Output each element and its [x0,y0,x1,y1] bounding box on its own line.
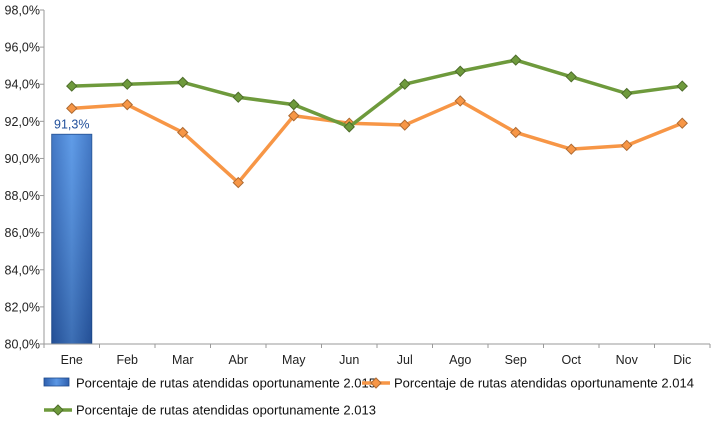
series-point [565,71,577,83]
line-series [66,54,688,189]
x-tick-label: Oct [562,353,582,367]
y-tick-label: 84,0% [5,263,40,277]
legend-label: Porcentaje de rutas atendidas oportuname… [76,376,376,391]
series-point [676,117,688,129]
series-point [288,110,300,122]
series-point [288,98,300,111]
series-point [399,119,411,131]
series-point [121,98,133,111]
x-tick-label: Nov [616,353,639,367]
x-tick-label: Jul [397,353,413,367]
x-tick-label: Mar [172,353,194,367]
x-tick-label: Ago [449,353,471,367]
x-tick-label: Abr [229,353,248,367]
series-point [177,126,189,139]
x-tick-label: May [282,353,306,367]
series-point [232,91,244,103]
series-point [343,121,355,133]
series-point [66,80,78,92]
legend-label: Porcentaje de rutas atendidas oportuname… [394,376,694,391]
series-point [232,176,244,189]
legend-swatch [43,377,70,387]
series-point [621,87,633,100]
bar-data-label: 91,3% [54,117,89,131]
y-tick-label: 92,0% [5,115,40,129]
y-tick-label: 86,0% [5,226,40,240]
series-point [510,126,522,139]
series-point [177,76,189,89]
x-tick-label: Feb [116,353,138,367]
series-line [71,58,683,129]
series-point [565,143,577,155]
x-tick-label: Dic [673,353,691,367]
legend-marker [370,377,382,389]
series-point [676,80,688,92]
x-tick-label: Jun [339,353,359,367]
series-point [454,95,466,107]
y-tick-label: 90,0% [5,152,40,166]
bar-shade [51,134,92,344]
y-tick-label: 80,0% [5,338,40,352]
series-point [621,139,633,152]
legend-marker [52,404,64,416]
x-axis-ticks: Ene Feb Mar Abr May Jun Jul Ago Sep Oct Nov Dic [43,344,711,367]
y-tick-label: 88,0% [5,189,40,203]
x-tick-label: Sep [505,353,527,367]
y-axis-ticks: 80,0% 82,0% 84,0% 86,0% 88,0% 90,0% 92,0% 94,0%… [5,4,44,352]
series-point [399,78,411,90]
y-tick-label: 94,0% [5,78,40,92]
series-point [454,65,466,77]
series-point [121,78,133,90]
x-tick-label: Ene [61,353,83,367]
y-tick-label: 82,0% [5,300,40,314]
legend-label: Porcentaje de rutas atendidas oportuname… [76,403,376,418]
legend: Porcentaje de rutas atendidas oportuname… [43,376,694,418]
series-point [510,54,522,66]
y-tick-label: 98,0% [5,4,40,18]
bar-series: 91,3% [51,117,93,345]
series-point [66,102,78,115]
series-line [71,99,683,185]
y-tick-label: 96,0% [5,41,40,55]
